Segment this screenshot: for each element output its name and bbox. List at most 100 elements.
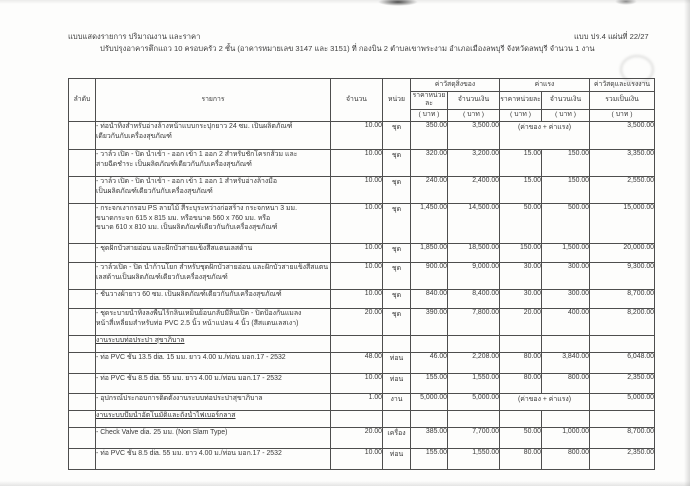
unit-cell: เครื่อง [382, 426, 411, 449]
labor-amount-cell: 800.00 [541, 372, 591, 394]
item-line: ขนาดกระจก 615 x 815 มม. หรือขนาด 560 x 7… [96, 214, 271, 222]
item-cell: - ท่อ PVC ชั้น 13.5 dia. 15 มม. ยาว 4.00… [95, 351, 331, 374]
table-row: - ชั้นวางผ้ายาว 60 ซม. เป็นผลิตภัณฑ์เดีย… [68, 288, 656, 309]
labor-unit-price-cell: 15.00 [499, 175, 543, 204]
row-number-cell [68, 288, 96, 309]
mat-amount-cell: 8,400.00 [446, 288, 501, 309]
mat-amount-cell: 2,208.00 [446, 351, 501, 374]
table-row: - วาล์ว เปิด - ปิด น้ำเข้า - ออก เข้า 1 … [68, 175, 656, 204]
labor-unit-price-cell: 150.00 [499, 242, 543, 263]
mat-unit-price-cell [410, 334, 448, 353]
mat-unit-price-cell: 1,450.00 [410, 202, 448, 244]
item-line: เดียวกันกับเครื่องสุขภัณฑ์ [96, 132, 172, 140]
row-number-cell [68, 307, 96, 336]
col-header-labor-group: ค่าแรง [499, 78, 591, 92]
table-row: - ท่อ PVC ชั้น 8.5 dia. 55 มม. ยาว 4.00 … [68, 447, 656, 470]
baht-label: ( บาท ) [410, 108, 448, 122]
total-cell: 8,200.00 [589, 307, 656, 336]
mat-unit-price-cell: 840.00 [410, 288, 448, 309]
total-cell: 2,350.00 [589, 447, 656, 470]
qty-cell [330, 409, 383, 428]
total-cell: 15,000.00 [589, 202, 656, 244]
table-row: - ท่อน้ำทิ้งสำหรับอ่างล้างหน้าแบบกระปุกย… [68, 120, 656, 150]
mat-amount-cell: 3,500.00 [446, 120, 501, 150]
labor-amount-cell: 400.00 [541, 307, 591, 336]
labor-combined-cell: (ค่าของ + ค่าแรง) [499, 120, 591, 150]
mat-unit-price-cell: 385.00 [410, 426, 448, 449]
labor-amount-cell: 150.00 [541, 175, 591, 204]
table-row: - Check Valve dia. 25 มม. (Non Slam Type… [68, 426, 656, 449]
qty-cell: 10.00 [330, 175, 383, 204]
item-line: หน้าสี่เหลี่ยมสำหรับท่อ PVC 2.5 นิ้ว หน้… [96, 319, 299, 327]
table-row: - วาล์วเปิด - ปิด น้ำก้านโยก สำหรับชุดฝั… [68, 261, 656, 290]
mat-unit-price-cell: 5,000.00 [410, 392, 448, 411]
unit-cell: ชุด [382, 307, 411, 336]
total-cell: 8,700.00 [589, 426, 656, 449]
row-number-cell [68, 426, 96, 449]
item-line: - ท่อ PVC ชั้น 8.5 dia. 55 มม. ยาว 4.00 … [96, 449, 282, 457]
item-cell: - วาล์วเปิด - ปิด น้ำก้านโยก สำหรับชุดฝั… [95, 261, 331, 290]
baht-label: ( บาท ) [589, 108, 656, 122]
qty-cell: 20.00 [330, 307, 383, 336]
table-row: - ท่อ PVC ชั้น 13.5 dia. 15 มม. ยาว 4.00… [68, 351, 656, 374]
mat-unit-price-cell: 155.00 [410, 447, 448, 470]
item-cell: - ท่อ PVC ชั้น 8.5 dia. 55 มม. ยาว 4.00 … [95, 447, 331, 470]
qty-cell: 1.00 [330, 392, 383, 411]
total-cell: 20,000.00 [589, 242, 656, 263]
row-number-cell [68, 120, 96, 150]
item-line: - Check Valve dia. 25 มม. (Non Slam Type… [96, 428, 228, 436]
item-cell: - อุปกรณ์ประกอบการติดตั้งงานระบบท่อประปา… [95, 392, 331, 411]
unit-cell: ชุด [382, 120, 411, 150]
item-line: - ท่อ PVC ชั้น 8.5 dia. 55 มม. ยาว 4.00 … [96, 374, 282, 382]
row-number-cell [68, 202, 96, 244]
labor-unit-price-cell: 30.00 [499, 288, 543, 309]
item-cell: - Check Valve dia. 25 มม. (Non Slam Type… [95, 426, 331, 449]
unit-cell: ท่อน [382, 351, 411, 374]
table-row: - อุปกรณ์ประกอบการติดตั้งงานระบบท่อประปา… [68, 392, 656, 411]
unit-cell: ชุด [382, 242, 411, 263]
qty-cell: 10.00 [330, 288, 383, 309]
item-cell: - วาล์ว เปิด - ปิด น้ำเข้า - ออก เข้า 1 … [95, 175, 331, 204]
labor-amount-cell: 150.00 [541, 148, 591, 177]
row-number-cell [68, 242, 96, 263]
item-line: - วาล์ว เปิด - ปิด น้ำเข้า - ออก เข้า 1 … [96, 150, 298, 158]
mat-unit-price-cell: 155.00 [410, 372, 448, 394]
total-cell: 2,550.00 [589, 175, 656, 204]
row-number-cell [68, 334, 96, 353]
item-line: เป็นผลิตภัณฑ์เดียวกันกับเครื่องสุขภัณฑ์ [96, 187, 213, 195]
section-row: งานระบบท่อประปา สุขาภิบาล [68, 334, 656, 353]
row-number-cell [68, 447, 96, 470]
document-title-line1: แบบแสดงรายการ ปริมาณงาน และราคา [68, 32, 201, 41]
labor-amount-cell: 500.00 [541, 202, 591, 244]
mat-amount-cell: 5,000.00 [446, 392, 501, 411]
col-header-total-amount: รวมเป็นเงิน [589, 91, 656, 110]
col-header-mat-amount: จำนวนเงิน [446, 91, 501, 110]
item-line: ขนาด 610 x 810 มม. เป็นผลิตภัณฑ์เดียวกัน… [96, 224, 278, 232]
labor-unit-price-cell: 50.00 [499, 202, 543, 244]
unit-cell [382, 409, 411, 428]
row-number-cell [68, 409, 96, 428]
col-header-total-group: ค่าวัสดุและแรงงาน [589, 78, 656, 92]
total-cell: 2,350.00 [589, 372, 656, 394]
mat-amount-cell: 7,800.00 [446, 307, 501, 336]
row-number-cell [68, 392, 96, 411]
item-line: เลสด้านเป็นผลิตภัณฑ์เดียวกับเครื่องสุขภั… [96, 273, 228, 281]
mat-unit-price-cell: 46.00 [410, 351, 448, 374]
unit-cell: ชุด [382, 202, 411, 244]
labor-unit-price-cell: 80.00 [499, 351, 543, 374]
labor-unit-price-cell: 50.00 [499, 426, 543, 449]
col-header-item: รายการ [95, 78, 331, 122]
qty-cell: 10.00 [330, 202, 383, 244]
labor-unit-price-cell: 80.00 [499, 372, 543, 394]
col-header-labor-unit-price: ราคาหน่วยละ [499, 91, 543, 110]
baht-label: ( บาท ) [499, 108, 543, 122]
item-cell: - ท่อ PVC ชั้น 8.5 dia. 55 มม. ยาว 4.00 … [95, 372, 331, 394]
unit-cell: ชุด [382, 261, 411, 290]
row-number-cell [68, 351, 96, 374]
col-header-unit: หน่วย [382, 78, 411, 122]
qty-cell: 10.00 [330, 148, 383, 177]
col-header-no: ลำดับ [68, 78, 96, 122]
row-number-cell [68, 148, 96, 177]
labor-unit-price-cell [499, 334, 543, 353]
